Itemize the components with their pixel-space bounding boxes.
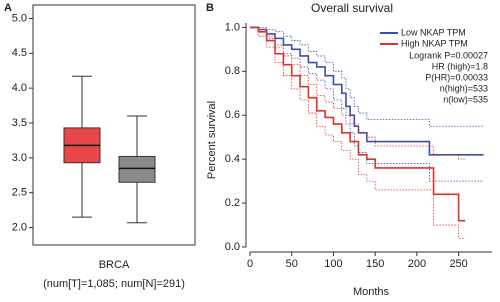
box xyxy=(118,155,156,183)
y-tick-label: 0.0 xyxy=(225,241,240,253)
confidence-band xyxy=(250,26,484,182)
panel-label: B xyxy=(206,2,214,14)
confidence-band xyxy=(250,26,484,127)
survival-line xyxy=(250,26,466,222)
x-tick-label: 200 xyxy=(408,258,426,270)
x-tick-label: 150 xyxy=(366,258,384,270)
y-tick-label: 3.5 xyxy=(12,117,27,129)
note: (num[T]=1,085; num[N]=291) xyxy=(43,278,185,290)
y-tick-label: 0.8 xyxy=(225,65,240,77)
y-tick-label: 0.4 xyxy=(225,153,240,165)
annotation: Logrank P=0.00027 xyxy=(409,50,488,60)
x-tick-label: 0 xyxy=(247,258,253,270)
plot-frame xyxy=(32,4,196,246)
y-tick-label: 2.5 xyxy=(12,187,27,199)
annotation: n(low)=535 xyxy=(443,94,488,104)
legend-label: High NKAP TPM xyxy=(401,38,468,48)
legend-label: Low NKAP TPM xyxy=(401,27,466,37)
chart-title: Overall survival xyxy=(311,1,393,15)
survival-line xyxy=(250,26,484,156)
y-tick-label: 0.6 xyxy=(225,109,240,121)
annotation: n(high)=533 xyxy=(440,83,488,93)
panel-label: A xyxy=(4,2,12,14)
y-label: Percent survival xyxy=(206,101,218,179)
x-tick-label: 100 xyxy=(324,258,342,270)
y-tick-label: 0.2 xyxy=(225,197,240,209)
y-tick-label: 1.0 xyxy=(225,21,240,33)
y-tick-label: 4.5 xyxy=(12,47,27,59)
x-tick-label: 50 xyxy=(286,258,298,270)
annotation: HR (high)=1.8 xyxy=(432,61,488,71)
confidence-band xyxy=(250,26,466,239)
y-tick-label: 5.0 xyxy=(12,12,27,24)
confidence-band xyxy=(250,26,466,160)
x-label: BRCA xyxy=(99,259,130,271)
x-label: Months xyxy=(353,286,390,298)
annotation: P(HR)=0.00033 xyxy=(425,72,488,82)
y-tick-label: 2.0 xyxy=(12,221,27,233)
x-tick-label: 250 xyxy=(449,258,467,270)
y-tick-label: 4.0 xyxy=(12,82,27,94)
y-tick-label: 3.0 xyxy=(12,152,27,164)
